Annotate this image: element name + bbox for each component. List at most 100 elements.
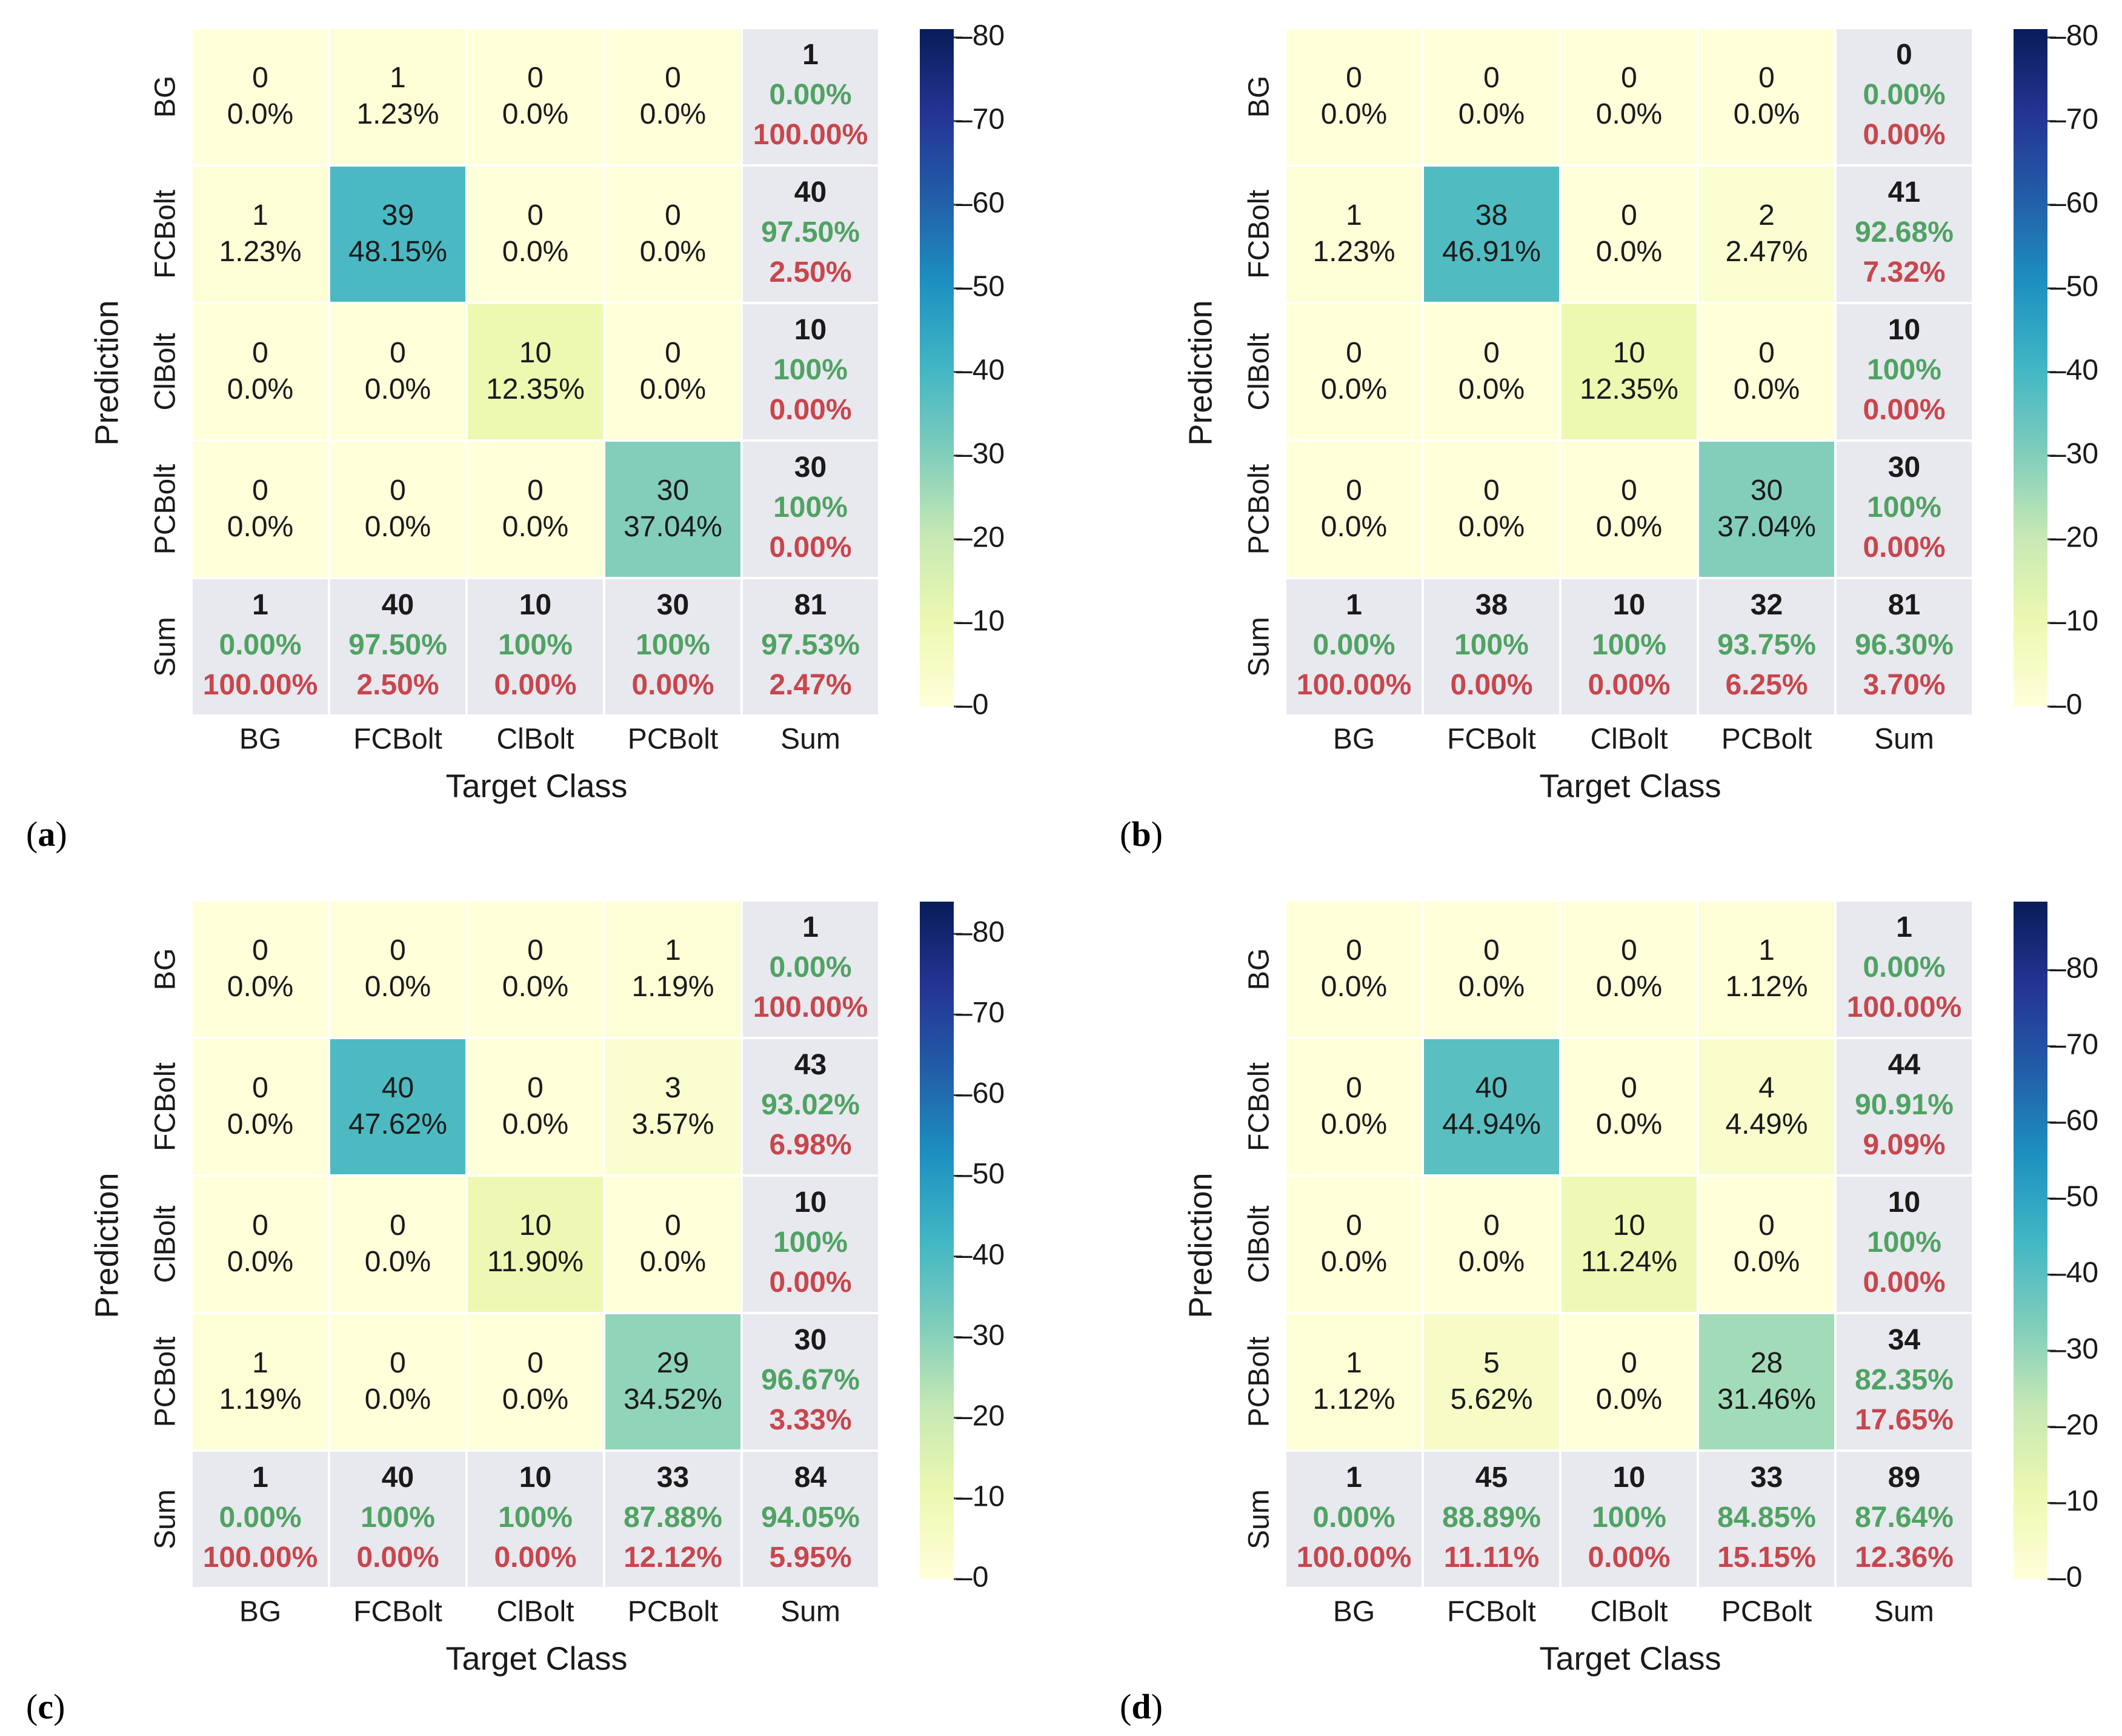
matrix-cell xyxy=(468,167,603,302)
sum-accuracy: 94.05% xyxy=(761,1502,860,1534)
matrix-cell xyxy=(1286,1039,1422,1174)
sum-accuracy: 0.00% xyxy=(219,629,301,661)
cell-count: 0 xyxy=(1621,474,1637,507)
colorbar-tick-label: –80 xyxy=(2050,19,2098,52)
colorbar-tick-label: –0 xyxy=(956,1561,988,1594)
cell-percent: 0.0% xyxy=(502,98,568,130)
x-axis-title: Target Class xyxy=(445,1640,627,1677)
summary-cell xyxy=(468,1452,603,1587)
cell-count: 0 xyxy=(252,337,268,369)
confusion-matrix-panel-b: 0 0.0% 0 0.0% 0 0.0% 0 0.0% 0 0.00% 0.00% 1 1.23% 38 4… xyxy=(1120,19,2098,854)
matrix-cell xyxy=(1424,1177,1559,1312)
sum-accuracy: 96.30% xyxy=(1855,629,1954,661)
cell-percent: 11.24% xyxy=(1581,1246,1677,1278)
sum-count: 30 xyxy=(1888,451,1920,484)
matrix-cell xyxy=(1562,167,1697,302)
cell-percent: 37.04% xyxy=(1717,511,1816,543)
cell-count: 29 xyxy=(657,1347,689,1379)
matrix-cell xyxy=(330,902,465,1037)
cell-count: 0 xyxy=(527,62,544,94)
sum-error: 12.12% xyxy=(624,1541,722,1574)
cell-count: 0 xyxy=(1483,337,1500,369)
y-tick-label: BG xyxy=(150,948,182,990)
cell-count: 0 xyxy=(252,934,268,966)
confusion-matrix-panel-a: 00.0%11.23%00.0%00.0%10.00%100.00%11.23%… xyxy=(26,19,1005,854)
matrix-cell xyxy=(1562,902,1697,1037)
sum-error: 5.95% xyxy=(769,1541,851,1574)
summary-cell xyxy=(743,1314,878,1449)
cell-percent: 0.0% xyxy=(1321,373,1387,405)
cell-percent: 0.0% xyxy=(1458,971,1525,1003)
cell-percent: 0.0% xyxy=(365,373,431,405)
y-tick-label: Sum xyxy=(1243,1489,1276,1549)
matrix-cell xyxy=(605,29,740,164)
cell-percent: 0.0% xyxy=(365,511,431,543)
sum-accuracy: 100% xyxy=(1592,629,1666,661)
y-tick-label: Sum xyxy=(150,617,182,677)
cell-count: 39 xyxy=(382,199,414,231)
matrix-cell xyxy=(1699,167,1834,302)
y-axis-title: Prediction xyxy=(88,1172,125,1318)
sum-error: 9.09% xyxy=(1863,1129,1945,1161)
sum-count: 1 xyxy=(802,39,819,71)
summary-cell xyxy=(193,1452,328,1587)
cell-count: 0 xyxy=(1483,1209,1500,1242)
sum-accuracy: 0.00% xyxy=(219,1502,301,1534)
matrix-cell xyxy=(605,1039,740,1174)
panel-label: (a) xyxy=(26,814,67,854)
cell-percent: 34.52% xyxy=(624,1383,722,1415)
sum-accuracy: 100% xyxy=(773,354,848,386)
colorbar-tick-label: –50 xyxy=(956,271,1005,303)
cell-count: 10 xyxy=(1613,337,1645,369)
cell-percent: 1.12% xyxy=(1725,971,1808,1003)
matrix-cell xyxy=(1286,1177,1422,1312)
colorbar-tick-label: –60 xyxy=(2050,1105,2098,1137)
colorbar-tick-label: –50 xyxy=(2050,271,2098,303)
sum-count: 38 xyxy=(1475,589,1508,621)
matrix-cell xyxy=(1424,902,1559,1037)
colorbar-tick-label: –10 xyxy=(956,605,1005,637)
matrix-cell xyxy=(330,1314,465,1449)
summary-cell xyxy=(1286,579,1422,714)
sum-count: 1 xyxy=(802,911,819,943)
sum-error: 100.00% xyxy=(1847,991,1962,1023)
cell-count: 30 xyxy=(657,474,689,507)
sum-accuracy: 90.91% xyxy=(1855,1089,1954,1121)
x-tick-label: FCBolt xyxy=(353,1596,442,1628)
cell-percent: 1.19% xyxy=(631,971,714,1003)
cell-count: 0 xyxy=(665,1209,681,1242)
cell-percent: 0.0% xyxy=(1458,1246,1525,1278)
cell-percent: 0.0% xyxy=(227,971,293,1003)
colorbar-tick-label: –30 xyxy=(2050,1333,2098,1365)
sum-accuracy: 93.75% xyxy=(1717,629,1816,661)
colorbar-tick-label: –0 xyxy=(2050,689,2082,721)
sum-error: 0.00% xyxy=(1588,1541,1670,1574)
x-tick-label: BG xyxy=(1333,723,1375,756)
sum-error: 0.00% xyxy=(494,669,576,701)
colorbar-tick-label: –60 xyxy=(956,187,1005,219)
cell-percent: 0.0% xyxy=(1734,98,1800,130)
colorbar-tick-label: –40 xyxy=(2050,1257,2098,1289)
sum-error: 100.00% xyxy=(1297,669,1412,701)
cell-count: 1 xyxy=(252,199,268,231)
colorbar-tick-label: –60 xyxy=(956,1077,1005,1109)
matrix-cell xyxy=(1562,29,1697,164)
y-tick-label: BG xyxy=(1243,948,1276,990)
sum-error: 3.70% xyxy=(1863,669,1945,701)
sum-error: 100.00% xyxy=(203,669,318,701)
y-tick-label: FCBolt xyxy=(1243,190,1276,279)
matrix-cell xyxy=(468,902,603,1037)
y-tick-label: ClBolt xyxy=(150,1205,182,1283)
summary-cell xyxy=(193,579,328,714)
sum-count: 1 xyxy=(1896,911,1912,943)
matrix-cell xyxy=(1562,304,1697,439)
y-tick-label: PCBolt xyxy=(150,464,182,554)
summary-cell xyxy=(743,1452,878,1587)
matrix-cell xyxy=(193,29,328,164)
sum-accuracy: 100% xyxy=(1592,1502,1666,1534)
matrix-cell xyxy=(1699,1039,1834,1174)
colorbar-tick-label: –10 xyxy=(956,1481,1005,1513)
sum-count: 43 xyxy=(794,1049,827,1081)
colorbar-tick-label: –60 xyxy=(2050,187,2098,219)
x-tick-label: Sum xyxy=(1874,723,1934,756)
